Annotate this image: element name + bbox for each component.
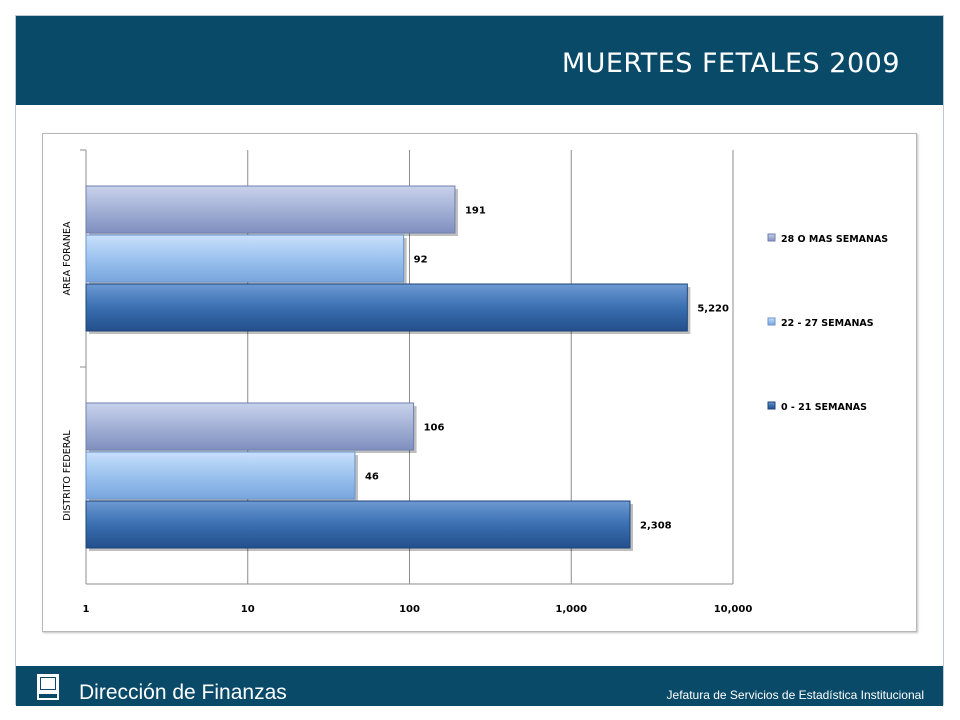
header-band [16,16,943,105]
x-tick-label: 10,000 [714,604,753,615]
legend-swatch [767,233,776,242]
imss-logo-icon [36,673,60,701]
chart-svg: 1 10 100 1,000 10,000 191 92 5,220 AREA FORANEA 1… [62,149,888,615]
category-label: AREA FORANEA [62,221,73,295]
legend-label: 22 - 27 SEMANAS [781,318,874,329]
slide-title: MUERTES FETALES 2009 [561,48,900,79]
footer-band [16,666,943,706]
chart-container: 1 10 100 1,000 10,000 191 92 5,220 AREA FORANEA 1… [42,133,917,632]
bar [85,451,356,500]
legend-swatch [767,317,776,326]
legend-swatch [767,401,776,410]
footer-department: Dirección de Finanzas [79,681,287,704]
bar [85,402,415,451]
data-label: 46 [365,472,379,483]
x-tick-label: 10 [241,604,255,615]
legend-label: 0 - 21 SEMANAS [781,402,867,413]
data-label: 191 [465,206,486,217]
bar [85,283,688,332]
data-label: 5,220 [697,304,729,315]
x-tick-label: 1,000 [555,604,587,615]
x-tick-label: 100 [399,604,420,615]
data-label: 106 [424,423,445,434]
data-label: 2,308 [640,521,672,532]
footer-office: Jefatura de Servicios de Estadística Ins… [666,688,924,702]
bar [85,500,631,549]
x-tick-label: 1 [83,604,90,615]
category-label: DISTRITO FEDERAL [62,430,73,521]
data-label: 92 [414,255,428,266]
bar [85,234,405,283]
bar [85,185,456,234]
legend-label: 28 O MAS SEMANAS [781,234,888,245]
